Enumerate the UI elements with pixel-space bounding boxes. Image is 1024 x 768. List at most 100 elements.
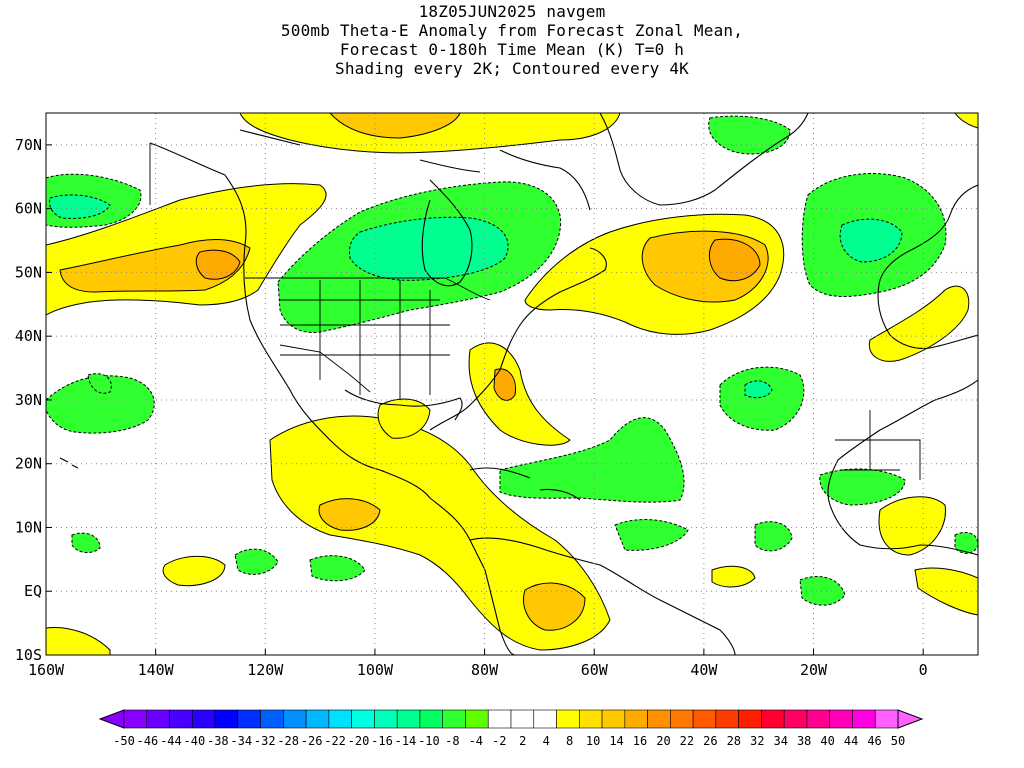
colorbar-swatch-13	[419, 709, 444, 729]
colorbar-swatch-3	[191, 709, 216, 729]
coast-greenland	[599, 113, 809, 206]
colorbar-label-28: 34	[774, 734, 788, 748]
colorbar: -50 -46 -44 -40 -38 -34 -32 -28 -26 -22 -20 -16 -14-…	[98, 709, 924, 748]
warm-region-mid-atl	[711, 565, 756, 588]
colorbar-swatch-15	[465, 709, 489, 729]
colorbar-label-2: -44	[160, 734, 182, 748]
border-us-states	[280, 280, 450, 400]
coast-hudson-bay	[421, 179, 473, 287]
colorbar-label-24: 22	[680, 734, 694, 748]
colorbar-label-23: 20	[656, 734, 670, 748]
y-tick-label-8: 10S	[15, 646, 42, 664]
colorbar-label-19: 8	[566, 734, 573, 748]
colorbar-label-4: -38	[207, 734, 229, 748]
colorbar-label-26: 28	[727, 734, 741, 748]
colorbar-label-31: 44	[844, 734, 858, 748]
cool-region-neatlantic-core	[839, 218, 903, 263]
colorbar-label-15: -4	[469, 734, 483, 748]
anomaly-shading	[46, 113, 978, 655]
colorbar-label-17: 2	[519, 734, 526, 748]
colorbar-swatch-10	[351, 709, 375, 729]
coast-south-america	[469, 537, 736, 655]
border-africa	[835, 410, 921, 480]
cool-region-small-7	[799, 576, 846, 606]
cool-region-canada-core	[349, 216, 509, 281]
x-tick-label-6: 40W	[690, 661, 718, 679]
colorbar-arrow-high	[897, 709, 924, 729]
colorbar-label-32: 46	[867, 734, 881, 748]
cool-region-greenland	[708, 115, 791, 155]
colorbar-label-16: -2	[492, 734, 506, 748]
colorbar-swatch-7	[283, 709, 307, 729]
colorbar-swatch-4	[214, 709, 239, 729]
x-tick-label-4: 80W	[471, 661, 499, 679]
coast-caribbean	[469, 467, 581, 501]
cool-region-sahel	[819, 468, 906, 506]
cool-region-small-5	[71, 532, 101, 553]
colorbar-swatch-8	[305, 709, 330, 729]
title-line-1: 18Z05JUN2025 navgem	[418, 2, 606, 21]
warm-region-arctic	[239, 113, 621, 154]
cool-region-small-3	[234, 548, 279, 575]
title-line-4: Shading every 2K; Contoured every 4K	[335, 59, 689, 78]
colorbar-swatch-12	[396, 709, 421, 729]
colorbar-label-14: -8	[445, 734, 459, 748]
coast-hawaii	[59, 457, 79, 469]
y-axis: 70N 60N 50N 40N 30N 20N 10N EQ 10S	[15, 136, 52, 664]
colorbar-swatch-25	[692, 709, 717, 729]
colorbar-swatch-5	[237, 709, 261, 729]
colorbar-label-12: -14	[395, 734, 417, 748]
cool-region-small-2	[614, 519, 689, 551]
cool-region-east-atl	[719, 366, 805, 431]
warm-region-ne-atl	[868, 285, 970, 362]
colorbar-label-7: -28	[277, 734, 299, 748]
y-tick-label-7: EQ	[24, 582, 42, 600]
x-tick-label-2: 120W	[247, 661, 284, 679]
coast-africa	[827, 379, 978, 556]
warm-region-gofguinea	[878, 496, 946, 556]
colorbar-swatch-2	[169, 709, 193, 729]
warm-region-seus-core	[493, 368, 517, 401]
colorbar-swatch-26	[715, 709, 739, 729]
warm-region-seus	[468, 342, 571, 446]
warm-region-sw-pac	[162, 555, 226, 587]
x-tick-label-3: 100W	[357, 661, 394, 679]
y-tick-label-4: 30N	[15, 391, 42, 409]
colorbar-label-9: -22	[324, 734, 346, 748]
coast-arctic-islands	[239, 129, 591, 211]
colorbar-arrow-low	[98, 709, 125, 729]
colorbar-label-33: 50	[891, 734, 905, 748]
colorbar-swatch-28	[761, 709, 785, 729]
warm-region-sw-pac-2	[46, 626, 111, 655]
colorbar-swatch-22	[624, 709, 648, 729]
colorbar-swatch-19	[556, 709, 580, 729]
x-tick-label-7: 20W	[800, 661, 828, 679]
colorbar-label-0: -50	[113, 734, 135, 748]
warm-region-arctic-core	[329, 113, 461, 139]
y-tick-label-3: 40N	[15, 327, 42, 345]
colorbar-swatch-32	[852, 709, 876, 729]
colorbar-label-22: 16	[633, 734, 647, 748]
colorbar-label-13: -10	[418, 734, 440, 748]
map-frame	[45, 112, 979, 656]
colorbar-swatch-14	[442, 709, 466, 729]
colorbar-swatch-18	[533, 709, 557, 729]
colorbar-swatch-21	[601, 709, 626, 729]
title-block: 18Z05JUN2025 navgem 500mb Theta-E Anomal…	[0, 2, 1024, 78]
colorbar-swatch-23	[647, 709, 671, 729]
warm-region-samerica-core	[523, 582, 586, 631]
cool-region-small-6	[87, 373, 112, 394]
colorbar-swatch-9	[328, 709, 352, 729]
colorbar-label-1: -46	[137, 734, 159, 748]
grid-lines	[46, 113, 978, 655]
borders	[149, 143, 921, 480]
colorbar-swatch-17	[510, 709, 535, 729]
colorbar-label-5: -34	[230, 734, 252, 748]
y-tick-label-5: 20N	[15, 455, 42, 473]
title-line-2: 500mb Theta-E Anomaly from Forecast Zona…	[280, 21, 744, 40]
colorbar-swatch-30	[806, 709, 831, 729]
y-tick-label-6: 10N	[15, 518, 42, 536]
colorbar-label-11: -16	[371, 734, 393, 748]
colorbar-swatch-24	[670, 709, 694, 729]
colorbar-swatch-33	[874, 709, 899, 729]
